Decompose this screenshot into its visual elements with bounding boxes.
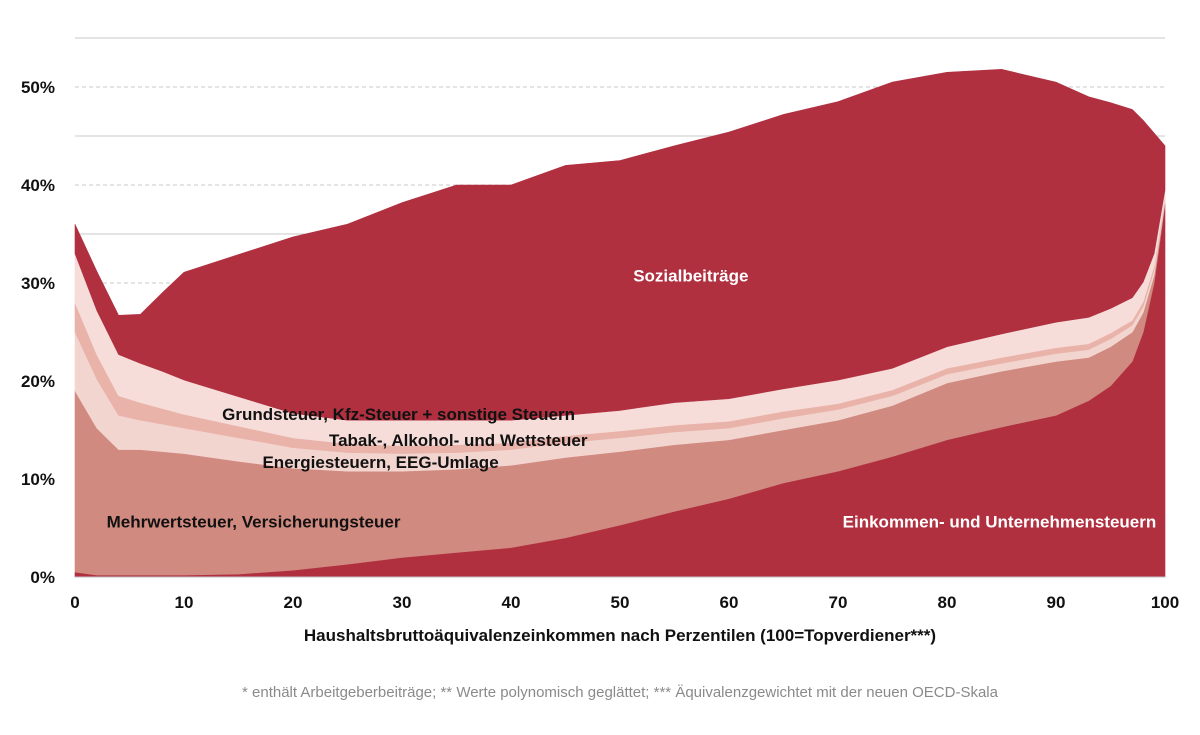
x-tick-label: 20 [284, 593, 303, 612]
x-tick-label: 100 [1151, 593, 1179, 612]
area-labels: Sozialbeiträge Grundsteuer, Kfz-Steuer + … [107, 267, 1157, 532]
x-tick-label: 10 [175, 593, 194, 612]
footnote: * enthält Arbeitgeberbeiträge; ** Werte … [242, 684, 999, 701]
axes: 0% 10% 20% 30% 40% 50% 0 10 20 30 40 50 60 70 80 90 100 [21, 78, 1179, 612]
x-tick-label: 90 [1047, 593, 1066, 612]
area-label: Energiesteuern, EEG-Umlage [262, 453, 498, 472]
area-series-sozialbeiträge [74, 69, 1166, 421]
y-tick-label: 50% [21, 78, 55, 97]
area-label: Tabak-, Alkohol- und Wettsteuer [329, 431, 588, 450]
y-tick-label: 10% [21, 470, 55, 489]
y-tick-label: 40% [21, 176, 55, 195]
x-tick-label: 50 [611, 593, 630, 612]
x-tick-label: 60 [720, 593, 739, 612]
x-axis-label: Haushaltsbruttoäquivalenzeinkommen nach … [304, 626, 936, 645]
area-label: Sozialbeiträge [633, 267, 748, 286]
area-label: Grundsteuer, Kfz-Steuer + sonstige Steue… [222, 405, 575, 424]
x-tick-label: 70 [829, 593, 848, 612]
x-tick-label: 30 [393, 593, 412, 612]
y-tick-label: 20% [21, 372, 55, 391]
area-label: Einkommen- und Unternehmensteuern [843, 513, 1157, 532]
y-tick-label: 30% [21, 274, 55, 293]
x-tick-label: 0 [70, 593, 79, 612]
y-tick-label: 0% [30, 568, 55, 587]
x-tick-label: 80 [938, 593, 957, 612]
area-label: Mehrwertsteuer, Versicherungsteuer [107, 513, 401, 532]
stacked-areas [74, 69, 1166, 578]
x-tick-label: 40 [502, 593, 521, 612]
